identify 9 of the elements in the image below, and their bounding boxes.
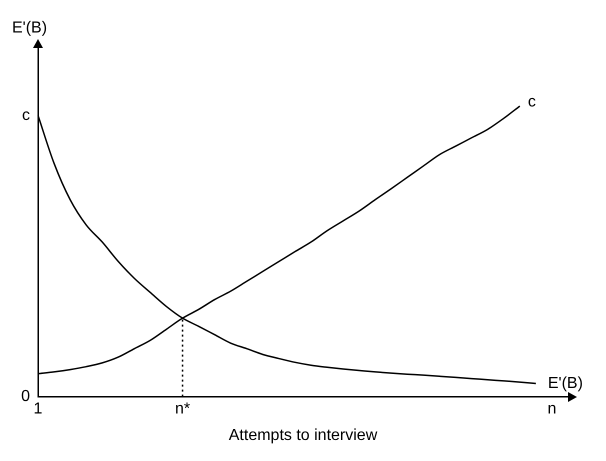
x-tick-label: 1: [34, 400, 43, 418]
x-axis-title: Attempts to interview: [228, 426, 378, 444]
text: 0: [21, 388, 30, 406]
series-label: c: [528, 94, 536, 111]
annotation: c: [22, 106, 30, 124]
x-tick-label: n: [547, 400, 556, 418]
series-label: E'(B): [548, 374, 583, 392]
y-axis-title: E'(B): [12, 19, 48, 36]
x-tick-label: n*: [174, 400, 190, 418]
